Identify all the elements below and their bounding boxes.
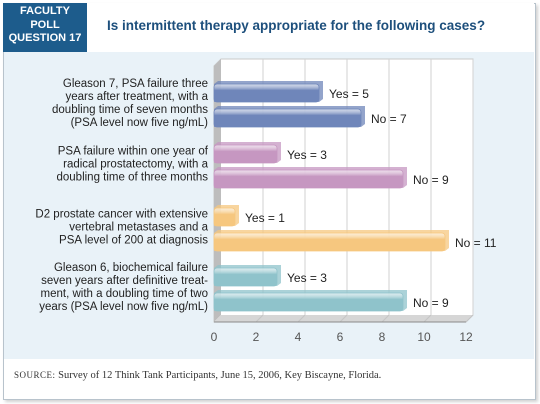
- header-bar: [87, 3, 534, 52]
- category-label-line: doubling time of three months: [56, 172, 208, 184]
- category-label-line: ment, with a doubling time of two: [41, 288, 208, 300]
- bar: [213, 292, 404, 312]
- gridline-floor: [465, 314, 474, 323]
- question-title: Is intermittent therapy appropriate for …: [107, 18, 486, 33]
- category-label-line: PSA failure within one year of: [58, 146, 209, 158]
- bar: [213, 232, 446, 252]
- category-label-line: PSA level of 200 at diagnosis: [59, 235, 208, 247]
- bar: [213, 169, 404, 189]
- bar: [213, 83, 320, 103]
- bar: [213, 108, 362, 128]
- x-tick-label: 12: [459, 330, 473, 344]
- x-tick-label: 6: [337, 330, 344, 344]
- bar-value-label: No = 11: [455, 236, 497, 250]
- bar-value-label: No = 9: [413, 296, 449, 310]
- gridline-floor: [381, 314, 390, 323]
- category-label-line: vertebral metastases and a: [69, 222, 208, 234]
- bar-value-label: Yes = 3: [287, 148, 327, 162]
- gridline-floor: [339, 314, 348, 323]
- x-tick-label: 4: [295, 330, 302, 344]
- x-tick-label: 2: [253, 330, 260, 344]
- source-label: SOURCE:: [14, 370, 56, 380]
- bar-value-label: No = 9: [413, 173, 449, 187]
- bar: [213, 144, 278, 164]
- bar-value-label: Yes = 1: [245, 211, 285, 225]
- source-text: Survey of 12 Think Tank Participants, Ju…: [58, 370, 382, 381]
- faculty-poll-badge: FACULTY POLL QUESTION 17: [3, 3, 87, 52]
- category-label-line: years after treatment, with a: [65, 91, 208, 103]
- x-tick-label: 0: [211, 330, 218, 344]
- category-label-line: doubling time of seven months: [52, 104, 208, 116]
- badge-line-1: FACULTY: [20, 5, 70, 17]
- category-label-line: (PSA level now five ng/mL): [71, 117, 209, 129]
- bar-value-label: Yes = 3: [287, 271, 327, 285]
- bar-value-label: Yes = 5: [329, 87, 369, 101]
- category-label-line: Gleason 6, biochemical failure: [54, 262, 208, 274]
- x-tick-label: 10: [417, 330, 431, 344]
- bar: [213, 267, 278, 287]
- category-label-line: years (PSA level now five ng/mL): [39, 301, 208, 313]
- bar-value-label: No = 7: [371, 112, 407, 126]
- badge-line-3: QUESTION 17: [8, 32, 82, 44]
- category-label-line: Gleason 7, PSA failure three: [63, 78, 208, 90]
- source-note: SOURCE: Survey of 12 Think Tank Particip…: [14, 370, 381, 381]
- badge-line-2: POLL: [30, 18, 60, 31]
- category-label-line: radical prostatectomy, with a: [63, 159, 208, 171]
- x-tick-label: 8: [379, 330, 386, 344]
- gridline-floor: [255, 314, 264, 323]
- gridline-floor: [423, 314, 432, 323]
- bar: [213, 207, 236, 227]
- category-label-line: D2 prostate cancer with extensive: [35, 209, 208, 221]
- gridline-floor: [297, 314, 306, 323]
- category-label-line: seven years after definitive treat-: [41, 275, 208, 287]
